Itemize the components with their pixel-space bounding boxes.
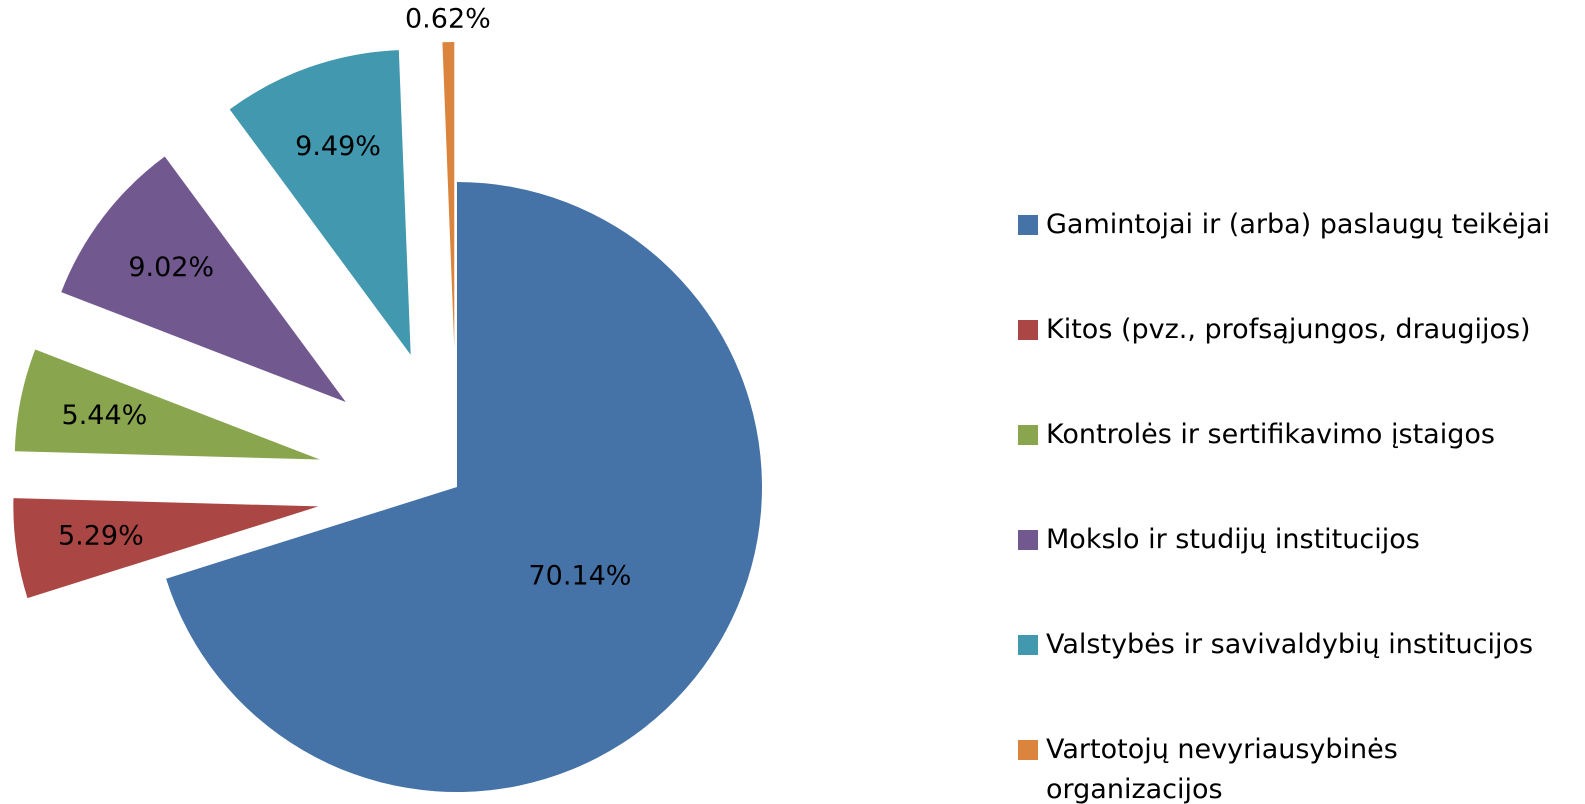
legend-label: Gamintojai ir (arba) paslaugų teikėjai — [1046, 209, 1551, 240]
legend-swatch — [1018, 635, 1038, 655]
data-label: 9.49% — [295, 131, 381, 162]
legend-item: Vartotojų nevyriausybinės organizacijos — [1018, 730, 1578, 804]
legend-label: Valstybės ir savivaldybių institucijos — [1046, 629, 1534, 660]
legend-label: Vartotojų nevyriausybinės organizacijos — [1046, 734, 1398, 804]
data-label: 0.62% — [405, 4, 491, 35]
pie-slice — [229, 50, 411, 355]
legend-item: Valstybės ir savivaldybių institucijos — [1018, 625, 1578, 730]
legend-item: Mokslo ir studijų institucijos — [1018, 520, 1578, 625]
pie-slice — [13, 498, 319, 599]
data-label: 9.02% — [128, 252, 214, 283]
data-label: 5.29% — [58, 520, 144, 551]
legend-label: Kontrolės ir sertifikavimo įstaigos — [1046, 419, 1495, 450]
legend-item: Gamintojai ir (arba) paslaugų teikėjai — [1018, 205, 1578, 310]
data-label: 70.14% — [529, 561, 632, 592]
legend-label: Kitos (pvz., profsąjungos, draugijos) — [1046, 314, 1531, 345]
pie-slice — [14, 349, 320, 460]
legend-item: Kitos (pvz., profsąjungos, draugijos) — [1018, 310, 1578, 415]
pie-slice — [166, 182, 763, 792]
legend: Gamintojai ir (arba) paslaugų teikėjai Ki… — [1018, 205, 1578, 804]
legend-label: Mokslo ir studijų institucijos — [1046, 524, 1420, 555]
legend-swatch — [1018, 530, 1038, 550]
legend-swatch — [1018, 425, 1038, 445]
data-label: 5.44% — [62, 400, 148, 431]
legend-swatch — [1018, 320, 1038, 340]
legend-item: Kontrolės ir sertifikavimo įstaigos — [1018, 415, 1578, 520]
legend-swatch — [1018, 740, 1038, 760]
pie-slice — [61, 156, 346, 403]
legend-swatch — [1018, 215, 1038, 235]
pie-slice — [442, 42, 455, 348]
